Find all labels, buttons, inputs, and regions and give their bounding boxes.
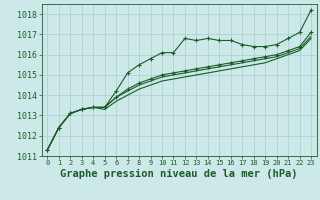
X-axis label: Graphe pression niveau de la mer (hPa): Graphe pression niveau de la mer (hPa): [60, 169, 298, 179]
